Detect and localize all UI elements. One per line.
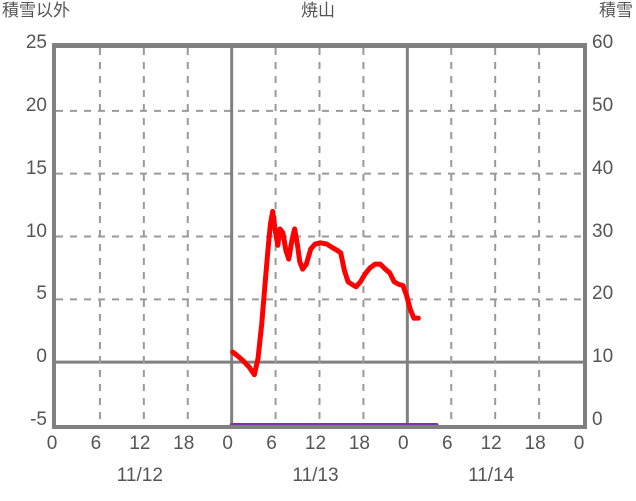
x-tick-8: 0 [398, 433, 409, 454]
right-tick-0: 0 [592, 409, 603, 430]
x-tick-12: 0 [573, 433, 585, 454]
page-title: 焼山 [301, 1, 335, 20]
x-tick-9: 6 [441, 433, 453, 454]
x-tick-0: 0 [46, 433, 58, 454]
right-tick-20: 20 [592, 283, 614, 305]
left-tick-25: 25 [25, 32, 47, 53]
x-tick-4: 0 [222, 433, 233, 454]
right-tick-50: 50 [592, 94, 614, 116]
right-tick-30: 30 [592, 220, 614, 242]
left-tick-20: 20 [25, 94, 47, 116]
gridlines [56, 48, 583, 425]
left-tick--5: -5 [30, 409, 47, 430]
x-tick-1: 6 [90, 433, 102, 454]
x-date-11-13: 11/13 [292, 465, 339, 486]
x-date-11-14: 11/14 [468, 465, 515, 486]
right-tick-40: 40 [592, 157, 614, 179]
data-series [229, 208, 439, 425]
x-tick-11: 18 [524, 433, 546, 454]
right-tick-60: 60 [592, 32, 614, 53]
left-axis-title: 積雪以外 [2, 1, 70, 20]
right-tick-10: 10 [592, 346, 614, 368]
right-axis-title: 積雪 [599, 1, 633, 20]
left-tick-15: 15 [25, 157, 47, 179]
x-tick-7: 18 [348, 433, 370, 454]
plot-svg [56, 48, 583, 425]
left-tick-5: 5 [36, 283, 47, 305]
x-tick-3: 18 [173, 433, 195, 454]
x-tick-5: 6 [266, 433, 277, 454]
x-tick-2: 12 [129, 433, 151, 454]
left-tick-10: 10 [25, 220, 47, 242]
left-tick-0: 0 [36, 346, 47, 368]
x-date-11-12: 11/12 [116, 465, 163, 486]
x-tick-10: 12 [480, 433, 502, 454]
series-line-積雪以外 [230, 208, 421, 378]
x-tick-6: 12 [304, 433, 327, 454]
plot-area [52, 43, 587, 429]
